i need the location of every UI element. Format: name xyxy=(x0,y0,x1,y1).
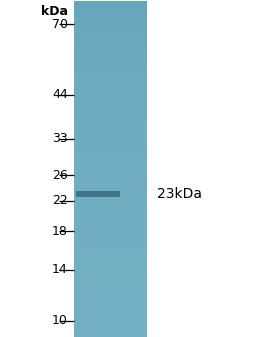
Text: 33: 33 xyxy=(52,132,68,145)
Text: 22: 22 xyxy=(52,194,68,207)
Text: 14: 14 xyxy=(52,263,68,276)
Text: kDa: kDa xyxy=(41,5,68,18)
Text: 10: 10 xyxy=(52,314,68,328)
Text: 70: 70 xyxy=(52,18,68,31)
Text: 23kDa: 23kDa xyxy=(157,187,201,201)
Text: 44: 44 xyxy=(52,88,68,101)
Text: 18: 18 xyxy=(52,225,68,238)
Text: 26: 26 xyxy=(52,169,68,182)
Bar xyxy=(76,191,120,197)
